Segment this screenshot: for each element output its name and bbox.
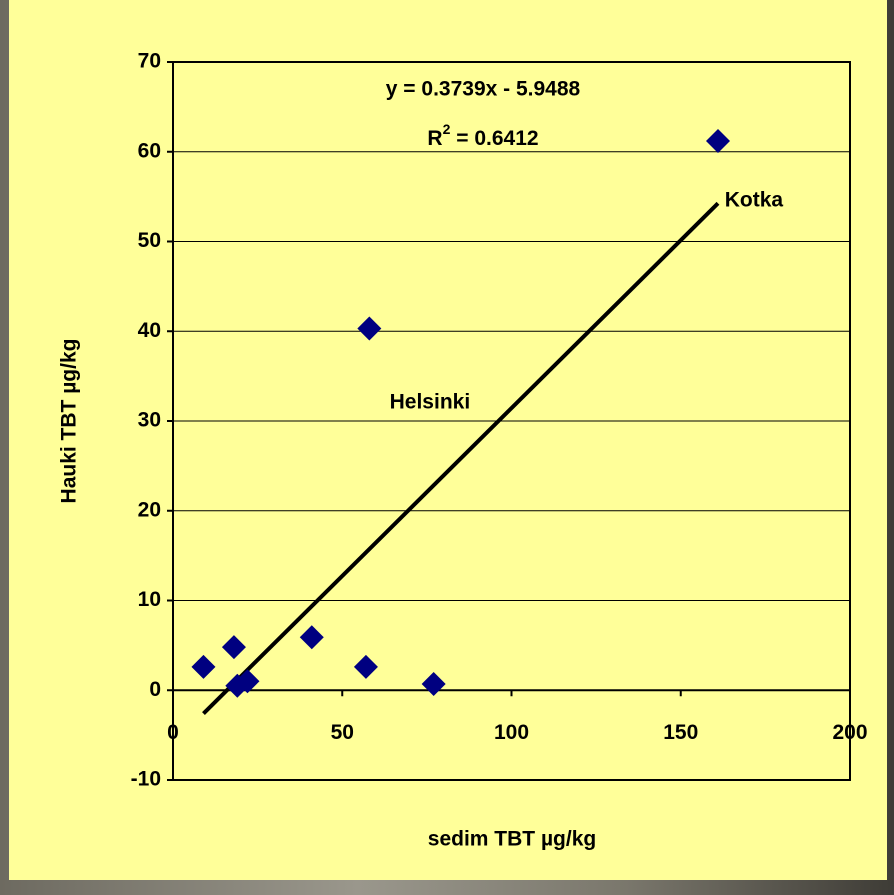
y-tick-label: 40	[138, 319, 161, 342]
y-tick-label: 70	[138, 50, 161, 73]
x-tick-label: 200	[832, 721, 867, 744]
point	[353, 654, 378, 679]
r-squared-base: R	[427, 127, 442, 150]
point	[299, 625, 324, 650]
x-tick-label: 0	[167, 721, 179, 744]
y-tick-label: 50	[138, 229, 161, 252]
x-tick-label: 50	[331, 721, 354, 744]
y-tick-label: -10	[131, 768, 161, 791]
annotation: Helsinki	[390, 391, 471, 414]
x-tick-label: 100	[494, 721, 529, 744]
y-axis-label: Hauki TBT µg/kg	[58, 339, 81, 504]
r-squared: R2 = 0.6412	[427, 121, 538, 150]
annotation: Kotka	[725, 189, 784, 212]
point	[191, 654, 216, 679]
equation: y = 0.3739x - 5.9488	[386, 78, 581, 101]
plot-border	[172, 61, 851, 781]
y-tick-label: 0	[149, 678, 161, 701]
y-tick-label: 10	[138, 588, 161, 611]
x-tick-label: 150	[663, 721, 698, 744]
r-squared-sup: 2	[443, 121, 451, 137]
point	[235, 669, 260, 694]
y-tick-label: 60	[138, 139, 161, 162]
y-tick-label: 30	[138, 409, 161, 432]
y-tick-label: 20	[138, 498, 161, 521]
trendline	[202, 201, 720, 716]
panel	[9, 0, 887, 880]
point	[357, 316, 382, 341]
r-squared-rest: = 0.6412	[450, 127, 538, 150]
point	[221, 635, 246, 660]
point	[421, 671, 446, 696]
point	[705, 128, 730, 153]
x-axis-label: sedim TBT µg/kg	[428, 828, 596, 851]
